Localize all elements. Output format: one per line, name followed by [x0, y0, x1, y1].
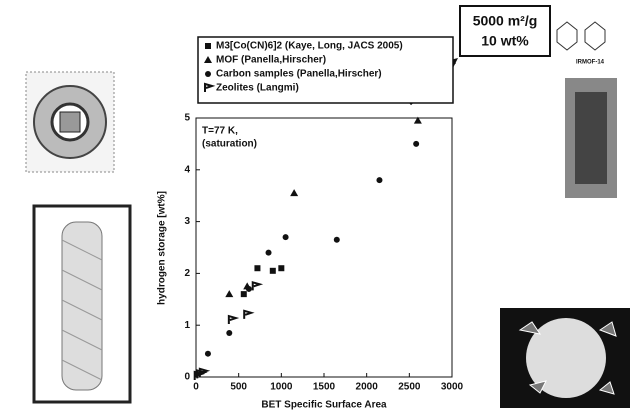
- data-point: [254, 265, 261, 272]
- callout-box: [459, 5, 551, 57]
- legend-label: MOF (Panella,Hirscher): [216, 55, 326, 66]
- y-tick-label: 5: [184, 113, 190, 124]
- nanotube-image: [32, 204, 132, 404]
- data-point: [413, 116, 422, 124]
- legend-label: M3[Co(CN)6]2 (Kaye, Long, JACS 2005): [216, 41, 403, 52]
- x-axis-label: BET Specific Surface Area: [261, 400, 387, 411]
- data-point: [265, 249, 272, 256]
- data-point: [204, 350, 211, 357]
- legend-label: Carbon samples (Panella,Hirscher): [216, 69, 382, 80]
- x-tick-label: 0: [193, 382, 199, 393]
- callout-line: 5000 m²/g: [473, 13, 538, 29]
- data-point: [413, 140, 420, 147]
- mof-structure-image: [556, 21, 617, 198]
- legend-marker: [204, 82, 216, 92]
- x-tick-label: 1500: [313, 382, 336, 393]
- data-point: [227, 314, 240, 325]
- y-tick-label: 2: [184, 268, 190, 279]
- data-point: [333, 236, 340, 243]
- data-point: [278, 265, 285, 272]
- y-tick-label: 3: [184, 216, 190, 227]
- data-point: [282, 234, 289, 241]
- callout-line: 10 wt%: [481, 33, 529, 49]
- plot-frame: [195, 117, 453, 378]
- sphere-structure-image: [500, 308, 630, 408]
- legend-marker: [205, 71, 211, 77]
- data-point: [240, 291, 247, 298]
- data-point: [376, 177, 383, 184]
- y-axis-label: hydrogen storage [wt%]: [157, 191, 168, 305]
- legend-box: [197, 36, 454, 104]
- x-tick-label: 2500: [398, 382, 421, 393]
- data-point: [251, 281, 264, 291]
- annotation: T=77 K,: [202, 126, 238, 137]
- x-tick-label: 500: [230, 382, 247, 393]
- data-point: [198, 367, 211, 377]
- molecule-label: IRMOF-14: [576, 60, 605, 66]
- x-tick-label: 1000: [270, 382, 293, 393]
- data-point: [269, 267, 276, 274]
- data-point: [290, 189, 299, 197]
- legend-label: Zeolites (Langmi): [216, 83, 299, 94]
- legend-marker: [204, 56, 212, 63]
- y-tick-label: 1: [184, 320, 190, 331]
- data-point: [225, 290, 234, 298]
- x-tick-label: 3000: [441, 382, 464, 393]
- annotation: (saturation): [202, 139, 257, 150]
- x-tick-label: 2000: [356, 382, 379, 393]
- y-tick-label: 4: [184, 164, 190, 175]
- zeolite-cage-image: [25, 71, 115, 173]
- y-tick-label: 0: [184, 372, 190, 383]
- legend-marker: [205, 43, 211, 49]
- data-point: [226, 329, 233, 336]
- data-point: [243, 309, 255, 319]
- data-point: [245, 285, 252, 292]
